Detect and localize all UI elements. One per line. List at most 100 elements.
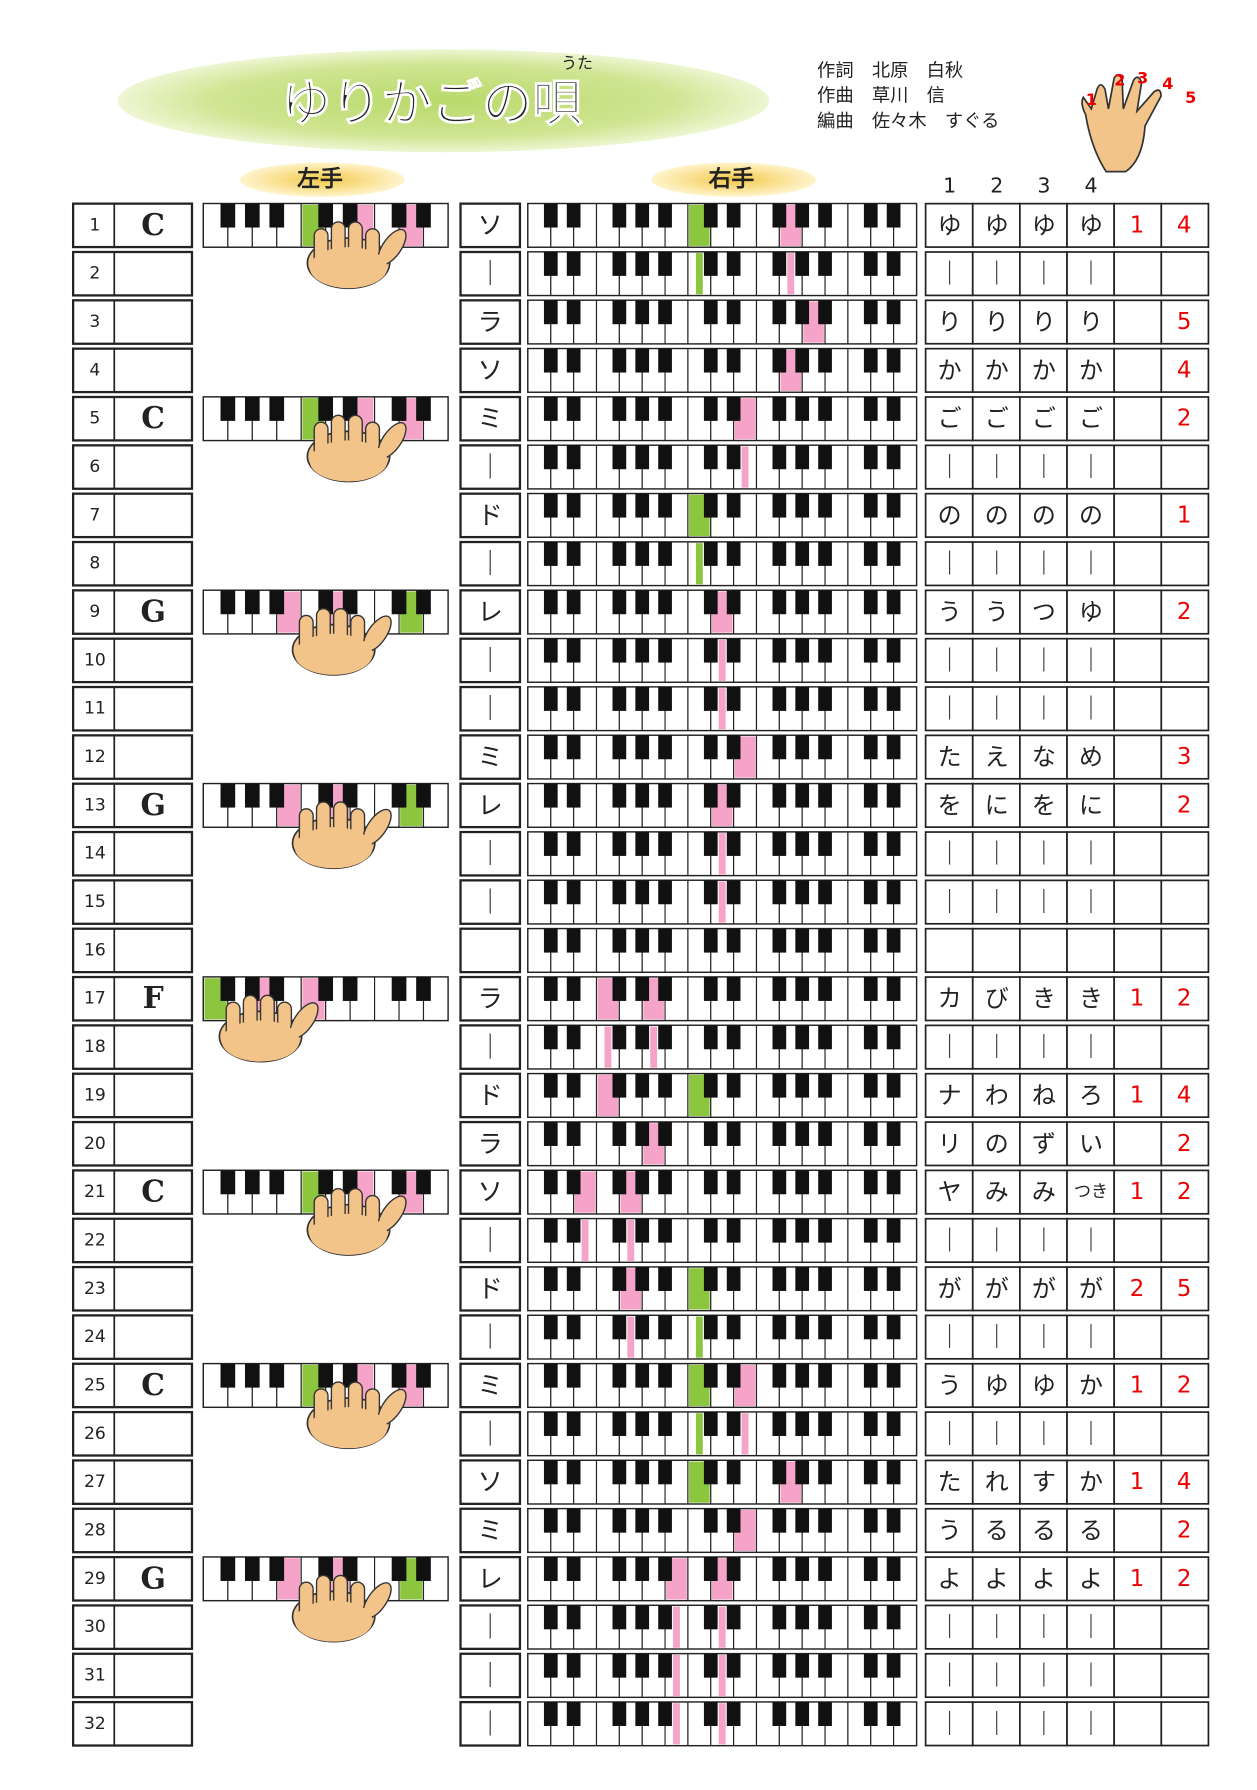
black-key <box>863 1122 878 1146</box>
black-key <box>635 590 650 615</box>
lyric: ゆ <box>1079 211 1103 239</box>
black-key <box>635 445 650 470</box>
lyric: た <box>938 743 962 771</box>
note: ｜ <box>478 1033 503 1062</box>
black-key <box>566 445 581 470</box>
black-key <box>886 1460 901 1485</box>
lyric-cell <box>971 879 1021 925</box>
finger: 2 <box>1177 406 1192 432</box>
row-box <box>71 347 194 394</box>
lyric: の <box>1032 501 1056 529</box>
black-key <box>795 1363 810 1388</box>
black-key <box>658 251 672 276</box>
black-key <box>726 1653 741 1678</box>
black-key <box>863 396 878 421</box>
note: ソ <box>478 356 503 385</box>
note-box <box>459 250 522 297</box>
chord: C <box>141 208 165 243</box>
note-box <box>459 975 522 1022</box>
note-box <box>459 299 522 345</box>
lyric: き <box>1032 985 1056 1013</box>
lyric-cell <box>1160 202 1210 248</box>
lyric-cell <box>971 1314 1021 1360</box>
black-key <box>703 783 718 808</box>
right-hand-label: 右手 <box>708 166 754 193</box>
black-key <box>726 1605 741 1630</box>
black-key <box>703 203 718 228</box>
lyric: に <box>985 791 1009 819</box>
black-key <box>566 1170 581 1195</box>
row-box <box>71 927 194 974</box>
black-key <box>342 590 358 615</box>
black-key <box>342 977 358 1001</box>
row-number: 22 <box>84 1230 106 1250</box>
lyric: り <box>1079 308 1103 336</box>
lyric-cell <box>924 1507 974 1554</box>
note-box <box>459 1072 522 1119</box>
black-key <box>635 638 650 663</box>
black-key <box>795 880 810 905</box>
lyric-cell <box>1160 299 1210 345</box>
note-box <box>459 1362 522 1409</box>
lyric: リ <box>938 1130 962 1158</box>
row-box <box>71 782 194 829</box>
lyric-cell <box>924 1266 974 1312</box>
black-key <box>658 1557 672 1581</box>
lyric: ｜ <box>1079 888 1103 916</box>
black-key <box>543 1218 558 1243</box>
black-key <box>726 1557 741 1581</box>
note-box <box>459 685 522 732</box>
black-key <box>658 638 672 663</box>
finger: 4 <box>1177 1469 1192 1495</box>
black-key <box>886 687 901 711</box>
palm-cover <box>309 1407 388 1449</box>
lyric-cell <box>1066 1459 1116 1505</box>
chord: F <box>143 981 164 1016</box>
black-key <box>612 735 627 760</box>
row-box <box>71 202 194 249</box>
black-key <box>543 735 558 760</box>
black-key <box>726 396 741 421</box>
black-key <box>543 638 558 663</box>
black-key <box>818 687 832 711</box>
black-key <box>818 880 832 905</box>
black-key <box>818 348 832 373</box>
row-box <box>71 1362 194 1409</box>
lyric-cell <box>1066 396 1116 442</box>
black-key <box>703 542 718 566</box>
lyric-cell <box>1066 492 1116 538</box>
lyric-cell <box>924 734 974 780</box>
black-key <box>772 445 787 470</box>
lyric-cell <box>1066 299 1116 345</box>
note: ｜ <box>478 1613 503 1642</box>
black-key <box>566 638 581 663</box>
black-key <box>772 1363 787 1388</box>
black-key <box>818 493 832 518</box>
lyric: ｜ <box>1032 1033 1056 1061</box>
beat-label: 2 <box>990 173 1003 197</box>
key-highlight <box>650 1026 658 1068</box>
black-key <box>795 1702 810 1726</box>
key-highlight <box>695 543 703 585</box>
lyric-cell <box>971 1024 1021 1070</box>
black-key <box>886 638 901 663</box>
black-key <box>795 1460 810 1485</box>
black-key <box>886 928 901 953</box>
lyric-cell <box>924 1217 974 1264</box>
black-key <box>863 1315 878 1340</box>
black-key <box>543 1363 558 1388</box>
row-box <box>71 444 194 490</box>
black-key <box>795 1605 810 1630</box>
black-key <box>658 1267 672 1291</box>
black-key <box>658 1122 672 1146</box>
lyric: ろ <box>1079 1081 1103 1109</box>
row-box <box>71 1217 194 1264</box>
black-key <box>886 1702 901 1726</box>
row-box <box>71 1410 194 1457</box>
note-box <box>459 1120 522 1167</box>
lyric-cell <box>1160 686 1210 732</box>
row-number: 31 <box>84 1665 106 1685</box>
row-number: 23 <box>84 1279 106 1299</box>
black-key <box>886 880 901 905</box>
lyric: ｜ <box>938 1661 962 1689</box>
